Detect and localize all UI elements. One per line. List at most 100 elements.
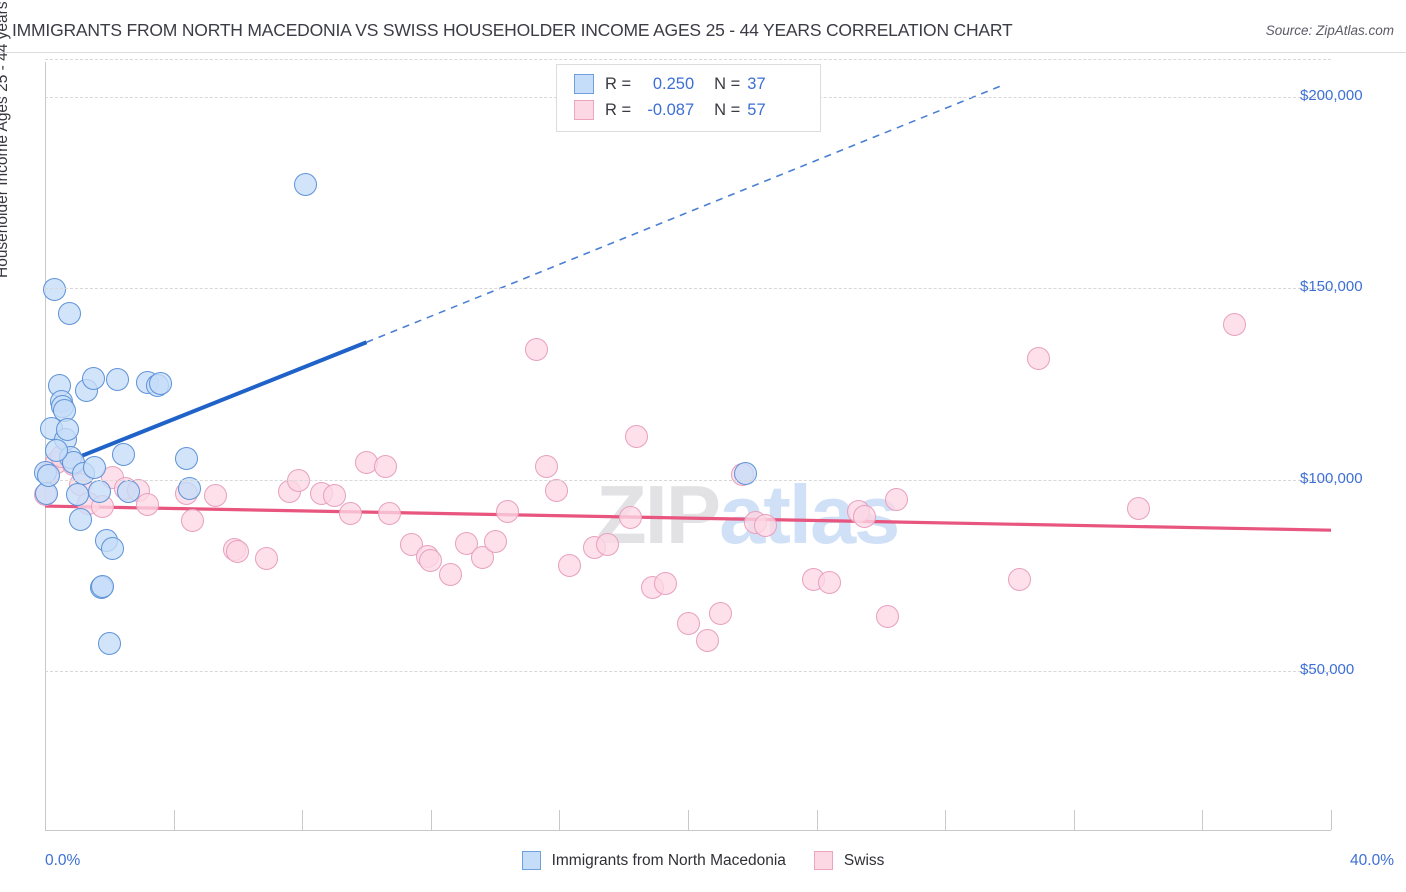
data-point-swiss[interactable] — [676, 612, 700, 636]
n-label-blue: N = — [714, 74, 741, 93]
y-axis-tick-label: $150,000 — [1300, 278, 1363, 296]
gridline — [45, 671, 1331, 672]
data-point-swiss[interactable] — [525, 338, 549, 362]
data-point-swiss[interactable] — [535, 454, 559, 478]
data-point-swiss[interactable] — [596, 532, 620, 556]
data-point-immigrants[interactable] — [91, 575, 115, 599]
data-point-swiss[interactable] — [496, 499, 520, 523]
n-label-pink: N = — [714, 100, 741, 119]
page-title: IMMIGRANTS FROM NORTH MACEDONIA VS SWISS… — [12, 20, 1013, 40]
data-point-swiss[interactable] — [557, 553, 581, 577]
data-point-swiss[interactable] — [255, 546, 279, 570]
correlation-stats-box: R = 0.250 N = 37 R = -0.087 N = 57 — [556, 64, 821, 132]
n-value-pink: 57 — [747, 100, 766, 119]
y-axis-tick-label: $100,000 — [1300, 469, 1363, 487]
legend-swatch-icon-pink — [813, 851, 833, 870]
data-point-swiss[interactable] — [1126, 496, 1150, 520]
r-value-pink: -0.087 — [647, 100, 695, 119]
data-point-swiss[interactable] — [1007, 568, 1031, 592]
data-point-swiss[interactable] — [203, 484, 227, 508]
x-axis-tick — [559, 810, 561, 830]
data-point-swiss[interactable] — [618, 505, 642, 529]
data-point-immigrants[interactable] — [105, 367, 129, 391]
data-point-immigrants[interactable] — [57, 301, 81, 325]
data-point-immigrants[interactable] — [83, 455, 107, 479]
data-point-immigrants[interactable] — [149, 372, 173, 396]
gridline — [45, 288, 1331, 290]
data-point-swiss[interactable] — [226, 539, 250, 563]
header-divider — [0, 52, 1406, 53]
x-axis-tick — [430, 810, 432, 830]
x-axis-tick — [45, 810, 46, 830]
stats-row-swiss: R = -0.087 N = 57 — [574, 97, 766, 123]
data-point-swiss[interactable] — [483, 530, 507, 554]
legend-item-swiss[interactable]: Swiss — [813, 851, 884, 870]
legend-label-immigrants: Immigrants from North Macedonia — [551, 851, 786, 869]
x-axis-tick — [816, 810, 818, 830]
r-label-pink: R = — [605, 100, 632, 119]
data-point-swiss[interactable] — [695, 629, 719, 653]
x-axis-tick — [688, 810, 689, 830]
x-axis-tick — [1202, 810, 1204, 830]
data-point-immigrants[interactable] — [68, 508, 92, 532]
data-point-swiss[interactable] — [753, 514, 777, 538]
data-point-immigrants[interactable] — [44, 439, 68, 463]
gridline — [45, 58, 1331, 60]
data-point-swiss[interactable] — [470, 546, 494, 570]
data-point-swiss[interactable] — [338, 501, 362, 525]
x-axis-tick — [945, 810, 947, 830]
trendline-layer — [45, 85, 1331, 532]
x-axis-label-max: 40.0% — [1350, 852, 1394, 869]
y-axis-title: Householder Income Ages 25 - 44 years — [0, 1, 11, 278]
data-point-swiss[interactable] — [419, 548, 443, 572]
data-point-swiss[interactable] — [708, 602, 732, 626]
data-point-swiss[interactable] — [322, 483, 346, 507]
data-point-immigrants[interactable] — [88, 479, 112, 503]
data-point-swiss[interactable] — [817, 570, 841, 594]
data-point-swiss[interactable] — [377, 502, 401, 526]
data-point-swiss[interactable] — [625, 424, 649, 448]
data-point-swiss[interactable] — [374, 455, 398, 479]
data-point-immigrants[interactable] — [56, 418, 79, 442]
data-point-immigrants[interactable] — [97, 631, 121, 655]
data-point-immigrants[interactable] — [117, 480, 141, 504]
data-point-swiss[interactable] — [136, 493, 160, 517]
series-swatch-icon-blue — [574, 74, 594, 94]
data-point-immigrants[interactable] — [101, 537, 124, 561]
data-point-immigrants[interactable] — [178, 477, 202, 501]
n-value-blue: 37 — [747, 74, 766, 93]
source-attribution: Source: ZipAtlas.com — [1265, 23, 1394, 38]
stats-row-immigrants: R = 0.250 N = 37 — [574, 71, 766, 97]
data-point-immigrants[interactable] — [81, 366, 105, 390]
data-point-immigrants[interactable] — [112, 443, 136, 467]
series-swatch-icon-pink — [574, 100, 594, 120]
trendline-immigrants — [45, 340, 368, 473]
r-value-blue: 0.250 — [652, 74, 695, 93]
x-axis-tick — [1331, 810, 1332, 830]
gridline — [45, 479, 1331, 481]
data-point-swiss[interactable] — [1026, 346, 1050, 370]
y-axis-tick-label: $50,000 — [1300, 661, 1355, 678]
data-point-swiss[interactable] — [653, 572, 677, 596]
legend-item-immigrants[interactable]: Immigrants from North Macedonia — [521, 851, 786, 870]
x-axis-label-min: 0.0% — [45, 852, 81, 869]
data-point-swiss[interactable] — [181, 509, 205, 533]
data-point-swiss[interactable] — [885, 488, 909, 512]
plot-area: ZIPatlas — [34, 62, 1331, 830]
data-point-immigrants[interactable] — [293, 173, 317, 197]
data-point-immigrants[interactable] — [65, 483, 89, 507]
data-point-immigrants[interactable] — [43, 277, 67, 301]
data-point-swiss[interactable] — [544, 478, 568, 502]
data-point-swiss[interactable] — [438, 562, 462, 586]
r-label-blue: R = — [605, 74, 632, 93]
data-point-swiss[interactable] — [853, 505, 877, 529]
data-point-swiss[interactable] — [875, 605, 899, 629]
data-point-immigrants[interactable] — [174, 446, 198, 470]
data-point-swiss[interactable] — [454, 532, 478, 556]
data-point-swiss[interactable] — [1223, 312, 1247, 336]
legend-swatch-icon-blue — [521, 851, 541, 870]
series-legend: Immigrants from North Macedonia Swiss — [0, 851, 1406, 870]
data-point-immigrants[interactable] — [37, 464, 61, 488]
x-axis-tick — [302, 810, 304, 830]
